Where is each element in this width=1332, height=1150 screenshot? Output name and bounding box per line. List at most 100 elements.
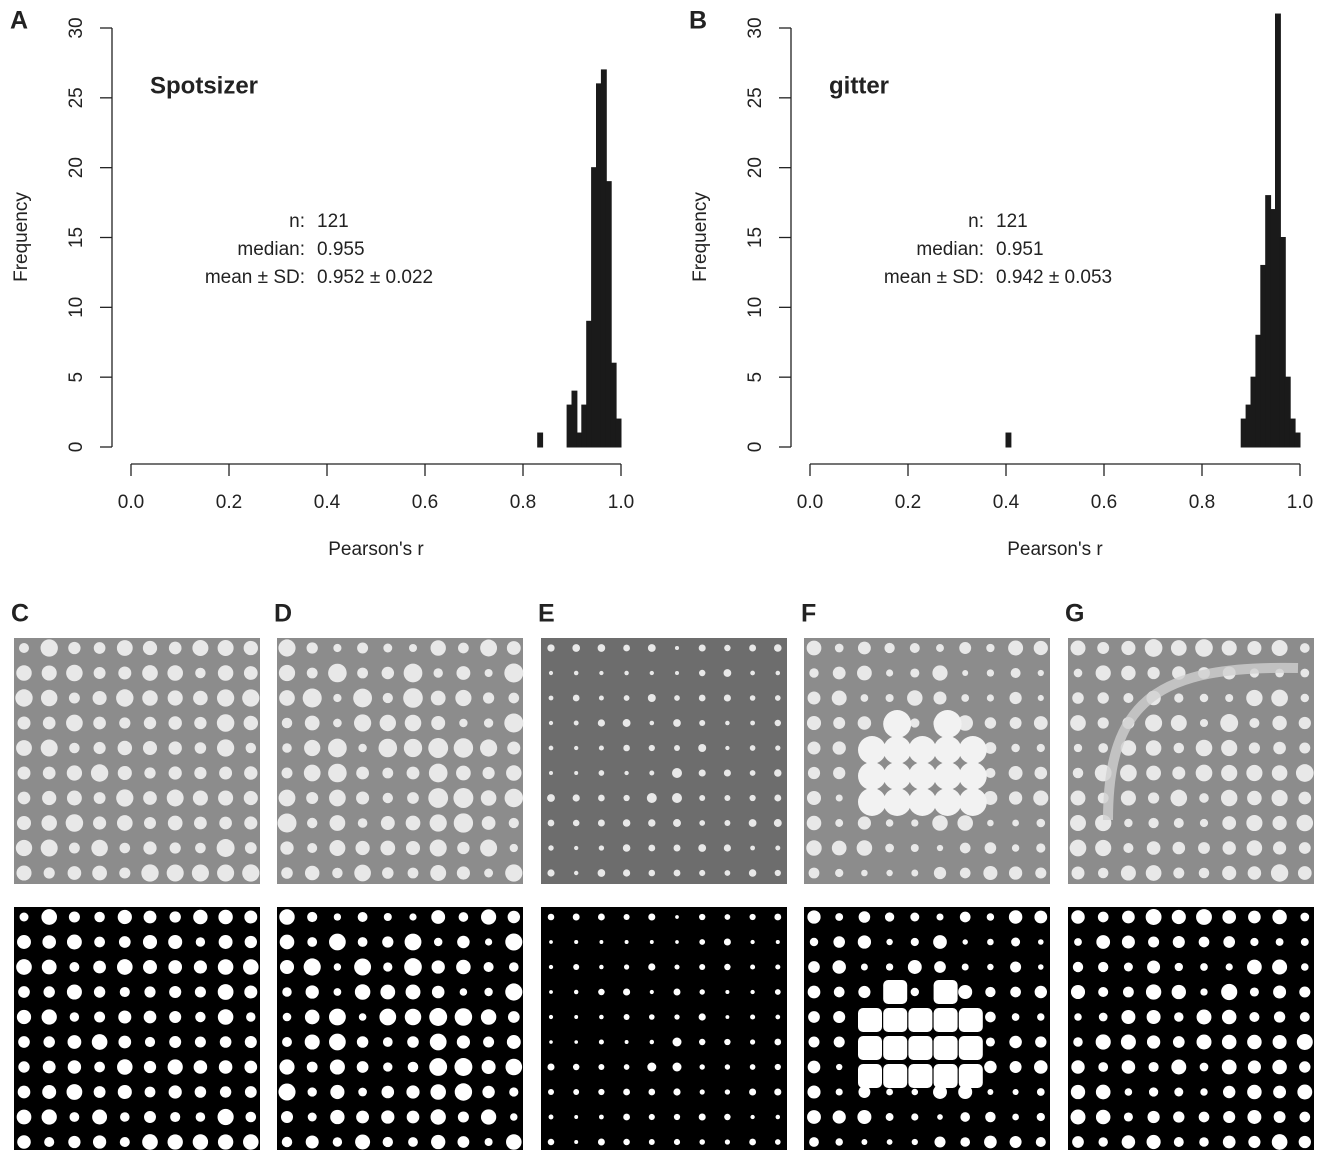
colony-mask bbox=[549, 1015, 553, 1019]
colony bbox=[509, 818, 519, 828]
colony-mask bbox=[68, 1035, 82, 1049]
colony-mask bbox=[724, 938, 731, 945]
colony bbox=[482, 816, 496, 830]
colony bbox=[1171, 640, 1187, 656]
colony-mask bbox=[431, 1109, 446, 1124]
colony bbox=[170, 842, 181, 853]
colony-mask bbox=[1249, 1012, 1259, 1022]
colony-mask bbox=[44, 1137, 54, 1147]
colony-mask bbox=[144, 1111, 156, 1123]
colony-mask bbox=[985, 1112, 995, 1122]
colony bbox=[749, 645, 756, 652]
colony-mask bbox=[93, 961, 106, 974]
colony bbox=[886, 819, 894, 827]
colony bbox=[328, 739, 347, 758]
colony bbox=[94, 642, 106, 654]
colony-mask bbox=[143, 960, 157, 974]
colony-mask bbox=[598, 1064, 604, 1070]
colony-mask bbox=[280, 960, 294, 974]
colony-mask bbox=[505, 933, 522, 950]
colony-mask bbox=[959, 1036, 983, 1060]
colony-mask bbox=[244, 911, 257, 924]
colony-mask bbox=[1121, 1010, 1135, 1024]
colony bbox=[403, 688, 423, 708]
colony bbox=[194, 767, 206, 779]
stat-value: 121 bbox=[996, 211, 1028, 232]
colony-mask bbox=[118, 1010, 131, 1023]
colony bbox=[809, 668, 818, 677]
colony-mask bbox=[218, 959, 234, 975]
colony-mask bbox=[1072, 1136, 1084, 1148]
colony-mask bbox=[958, 985, 972, 999]
colony bbox=[750, 770, 756, 776]
colony bbox=[1249, 742, 1260, 753]
colony bbox=[404, 739, 422, 757]
colony bbox=[598, 795, 605, 802]
colony-mask bbox=[306, 985, 319, 998]
colony-mask bbox=[1037, 1013, 1044, 1020]
colony bbox=[482, 767, 494, 779]
colony bbox=[430, 814, 447, 831]
colony bbox=[932, 815, 947, 830]
colony bbox=[429, 764, 448, 783]
colony-mask bbox=[380, 985, 395, 1000]
bar bbox=[1285, 377, 1290, 447]
colony bbox=[379, 739, 398, 758]
colony-mask bbox=[92, 1034, 108, 1050]
colony-mask bbox=[1071, 1110, 1086, 1125]
colony-mask bbox=[861, 964, 868, 971]
colony bbox=[69, 843, 80, 854]
colony bbox=[192, 864, 209, 881]
colony-mask bbox=[1074, 1013, 1081, 1020]
bar bbox=[587, 321, 592, 447]
colony-mask bbox=[1096, 935, 1110, 949]
colony bbox=[1009, 791, 1022, 804]
colony bbox=[328, 764, 347, 783]
colony-mask bbox=[407, 1111, 420, 1124]
colony bbox=[649, 870, 656, 877]
colony bbox=[959, 788, 987, 816]
colony bbox=[43, 767, 56, 780]
colony bbox=[454, 813, 473, 832]
colony bbox=[406, 841, 420, 855]
colony bbox=[987, 669, 994, 676]
colony-mask bbox=[548, 1139, 554, 1145]
colony-mask bbox=[69, 911, 80, 922]
colony bbox=[675, 671, 679, 675]
colony bbox=[1011, 744, 1020, 753]
colony bbox=[1221, 790, 1237, 806]
colony bbox=[305, 716, 320, 731]
colony bbox=[1195, 639, 1213, 657]
colony-mask bbox=[775, 964, 780, 969]
colony bbox=[675, 646, 679, 650]
colony-mask bbox=[405, 934, 422, 951]
colony bbox=[936, 644, 944, 652]
colony bbox=[1073, 768, 1084, 779]
colony bbox=[144, 717, 156, 729]
bar bbox=[1246, 405, 1251, 447]
colony-mask bbox=[455, 1008, 473, 1026]
colony-mask bbox=[624, 1064, 630, 1070]
colony bbox=[93, 691, 107, 705]
colony-mask bbox=[1096, 1085, 1111, 1100]
colony-mask bbox=[196, 1112, 206, 1122]
colony-mask bbox=[1200, 963, 1208, 971]
colony-mask bbox=[1222, 1060, 1237, 1075]
colony bbox=[1249, 718, 1259, 728]
colony-mask bbox=[307, 1062, 318, 1073]
colony-mask bbox=[808, 1061, 821, 1074]
colony bbox=[623, 719, 631, 727]
colony bbox=[1146, 740, 1162, 756]
colony-mask bbox=[834, 987, 845, 998]
colony-mask bbox=[508, 1011, 520, 1023]
colony-mask bbox=[193, 910, 207, 924]
colony bbox=[380, 715, 396, 731]
colony bbox=[382, 768, 393, 779]
colony bbox=[1174, 743, 1184, 753]
colony-mask bbox=[724, 1114, 730, 1120]
colony-mask bbox=[986, 1037, 995, 1046]
colony-mask bbox=[625, 1040, 629, 1044]
y-tick-label: 10 bbox=[745, 297, 766, 318]
colony-mask bbox=[809, 1037, 820, 1048]
colony-mask bbox=[246, 1112, 257, 1123]
